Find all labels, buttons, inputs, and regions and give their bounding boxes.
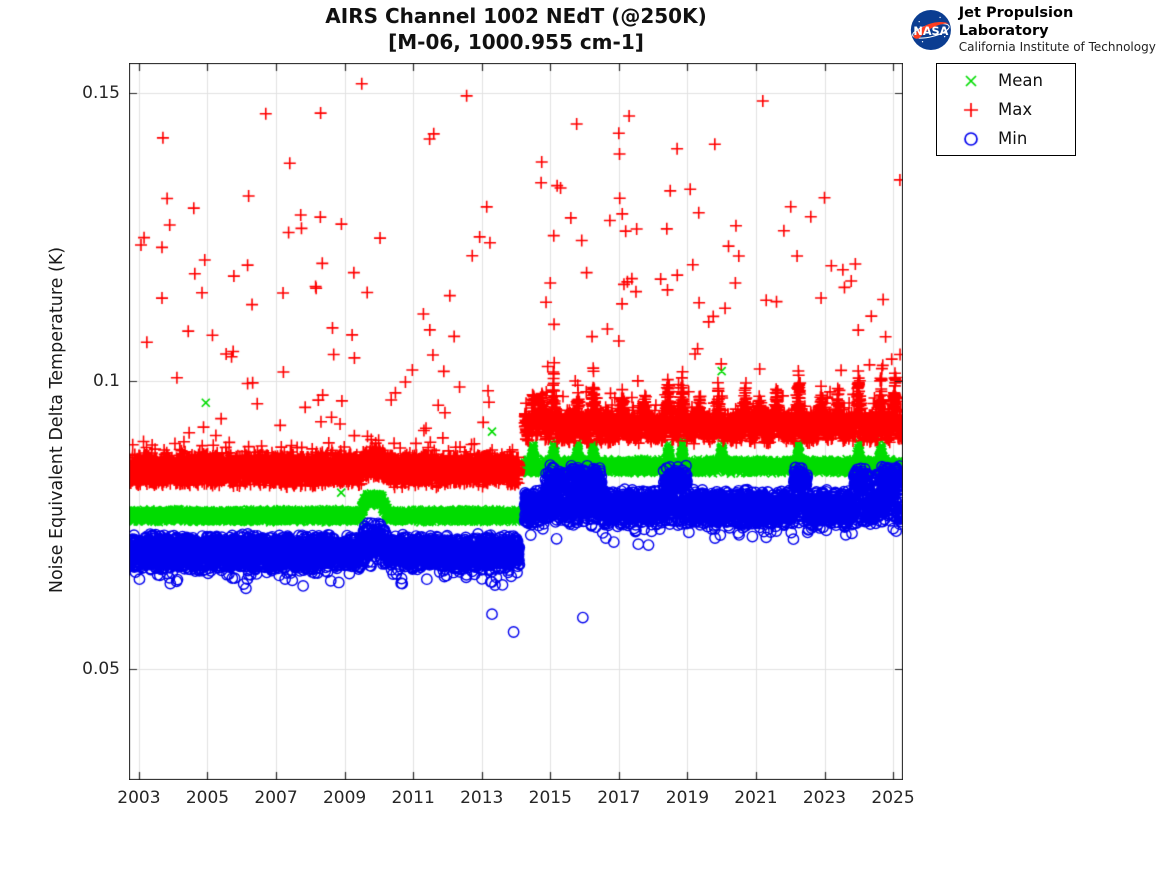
legend-item-mean: Mean [937,67,1075,94]
chart-subtitle: [M-06, 1000.955 cm-1] [388,30,644,54]
plot-area-canvas [129,63,903,780]
x-tick-label: 2023 [802,788,847,808]
legend-item-min: Min [937,125,1075,152]
legend-label-mean: Mean [998,71,1043,90]
y-tick-label: 0.15 [82,82,120,103]
legend-label-max: Max [998,100,1033,119]
x-tick-label: 2015 [528,788,572,808]
chart-title: AIRS Channel 1002 NEdT (@250K) [325,4,707,28]
nasa-logo-icon: NASA [910,9,951,50]
jpl-text-block: Jet Propulsion Laboratory California Ins… [959,4,1167,55]
x-tick-label: 2025 [871,788,915,808]
y-axis-label: Noise Equivalent Delta Temperature (K) [47,246,67,594]
x-tick-label: 2007 [254,788,298,808]
x-tick-label: 2017 [597,788,641,808]
jpl-org-name: Jet Propulsion Laboratory [958,5,1074,39]
x-tick-label: 2005 [185,788,230,808]
y-tick-label: 0.05 [82,658,120,679]
x-tick-label: 2003 [117,788,161,808]
min-circle-marker-icon [956,127,986,150]
x-tick-label: 2021 [734,788,778,808]
nasa-logo-text: NASA [913,25,948,38]
plot-container [129,63,903,780]
y-tick-label: 0.1 [92,370,120,391]
max-plus-marker-icon [956,98,986,121]
legend-item-max: Max [937,96,1075,123]
legend: Mean Max Min [936,63,1076,156]
jpl-org-subtitle: California Institute of Technology [958,40,1156,54]
x-tick-label: 2009 [322,788,367,808]
x-tick-label: 2013 [460,788,504,808]
title-block: AIRS Channel 1002 NEdT (@250K) [M-06, 10… [129,3,903,55]
legend-label-min: Min [998,129,1028,148]
mean-x-marker-icon [956,69,986,92]
jpl-branding: NASA Jet Propulsion Laboratory Californi… [910,4,1167,55]
x-tick-label: 2011 [391,788,435,808]
x-tick-label: 2019 [665,788,710,808]
